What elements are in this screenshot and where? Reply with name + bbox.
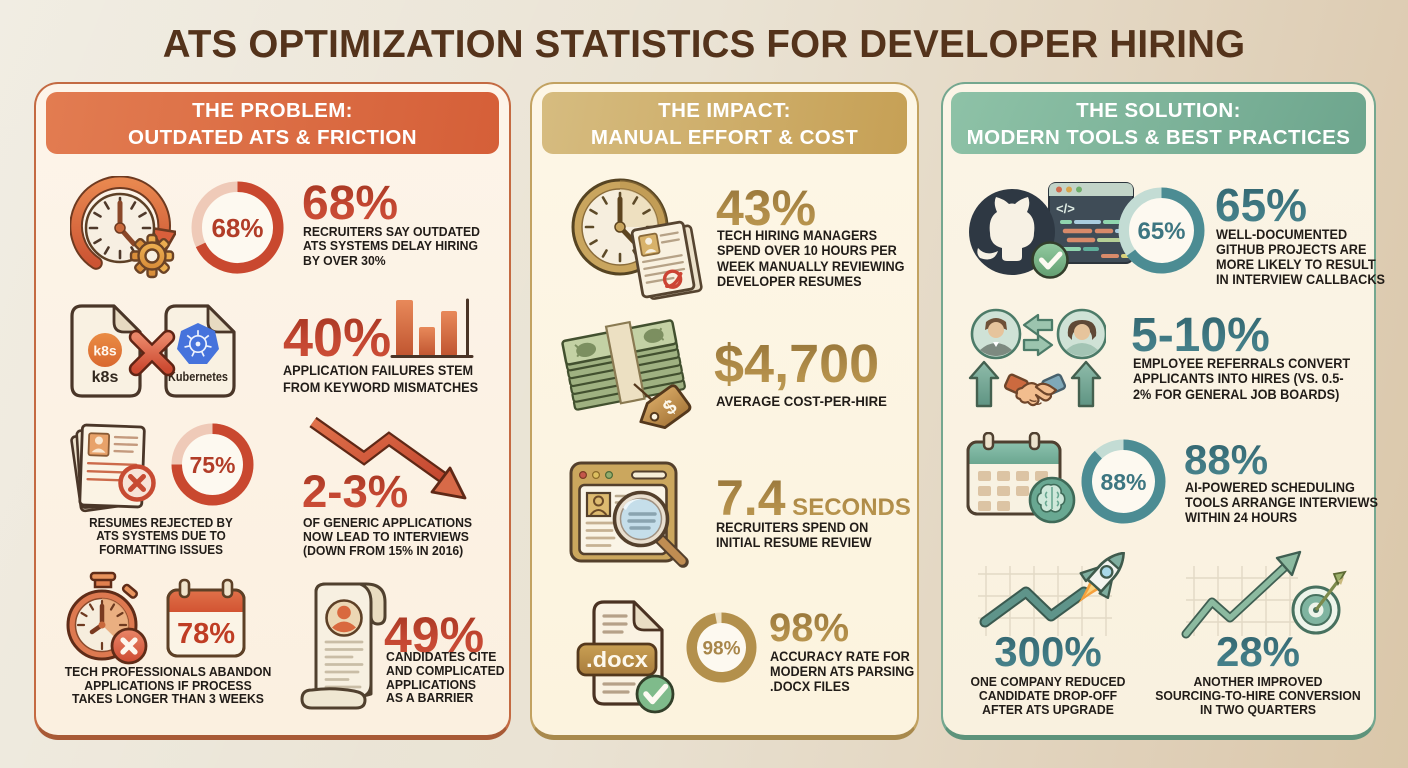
svg-text:75%: 75% xyxy=(189,452,235,478)
svg-text:98%: 98% xyxy=(702,638,740,659)
svg-text:k8s: k8s xyxy=(93,343,117,359)
svg-text:.docx: .docx xyxy=(586,647,649,672)
svg-text:65%: 65% xyxy=(1137,218,1185,245)
svg-text:68%: 68% xyxy=(211,213,263,243)
svg-text:Kubernetes: Kubernetes xyxy=(168,370,228,384)
svg-text:88%: 88% xyxy=(1100,469,1146,495)
svg-text:k8s: k8s xyxy=(92,369,119,386)
svg-text:78%: 78% xyxy=(177,618,235,650)
svg-text:</>: </> xyxy=(1056,201,1075,216)
